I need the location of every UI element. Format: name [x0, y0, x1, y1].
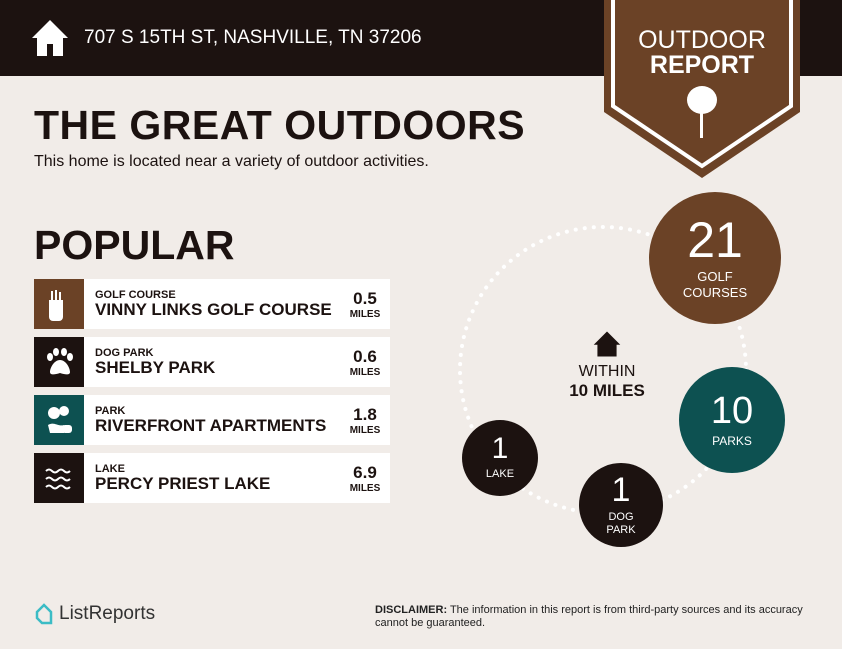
- count-circle: 21 GOLF COURSES: [649, 192, 781, 324]
- item-distance: 0.5: [353, 289, 377, 308]
- paw-icon: [34, 337, 84, 387]
- item-category: LAKE: [95, 463, 125, 475]
- popular-item: PARK RIVERFRONT APARTMENTS 1.8 MILES: [34, 395, 390, 445]
- count-value: 10: [710, 389, 754, 432]
- item-name: RIVERFRONT APARTMENTS: [95, 416, 327, 435]
- badge-title: OUTDOOR: [638, 26, 766, 54]
- logo-icon: [35, 603, 53, 625]
- count-value: 21: [687, 212, 743, 269]
- popular-item: DOG PARK SHELBY PARK 0.6 MILES: [34, 337, 390, 387]
- within-line1: WITHIN: [578, 363, 636, 380]
- page-subtitle: This home is located near a variety of o…: [34, 153, 429, 170]
- item-distance: 6.9: [353, 463, 377, 482]
- count-value: 1: [491, 432, 509, 466]
- count-circle: 1 LAKE: [462, 420, 538, 496]
- count-label: LAKE: [485, 468, 515, 481]
- listreports-logo: ListReports: [34, 603, 155, 625]
- item-category: PARK: [95, 405, 126, 417]
- waves-icon: [34, 453, 84, 503]
- address: 707 S 15TH ST, NASHVILLE, TN 37206: [84, 27, 422, 48]
- item-unit: MILES: [349, 483, 381, 494]
- house-icon: [32, 20, 68, 56]
- park-icon: [34, 395, 84, 445]
- popular-item: LAKE PERCY PRIEST LAKE 6.9 MILES: [34, 453, 390, 503]
- item-unit: MILES: [349, 309, 381, 320]
- count-circle: 1 DOG PARK: [579, 463, 663, 547]
- badge-subtitle: REPORT: [649, 51, 755, 79]
- disclaimer: DISCLAIMER: The information in this repo…: [375, 604, 803, 629]
- tree-icon: [687, 86, 717, 138]
- house-icon: [593, 331, 621, 357]
- item-category: GOLF COURSE: [95, 289, 176, 301]
- page-title: THE GREAT OUTDOORS: [34, 102, 526, 148]
- golf-bag-icon: [34, 279, 84, 329]
- item-name: PERCY PRIEST LAKE: [95, 474, 271, 493]
- within-label: WITHIN 10 MILES: [540, 330, 674, 401]
- outdoor-report-badge: [604, 0, 800, 178]
- count-label: GOLF COURSES: [682, 269, 748, 300]
- item-distance: 1.8: [353, 405, 377, 424]
- count-circle: 10 PARKS: [679, 367, 785, 473]
- item-name: SHELBY PARK: [95, 358, 216, 377]
- within-line2: 10 MILES: [569, 381, 645, 400]
- item-name: VINNY LINKS GOLF COURSE: [95, 300, 332, 319]
- item-distance: 0.6: [353, 347, 377, 366]
- item-unit: MILES: [349, 367, 381, 378]
- item-unit: MILES: [349, 425, 381, 436]
- count-label: PARKS: [712, 433, 752, 448]
- count-value: 1: [611, 470, 631, 509]
- item-category: DOG PARK: [95, 347, 154, 359]
- popular-item: GOLF COURSE VINNY LINKS GOLF COURSE 0.5 MI…: [34, 279, 390, 329]
- count-label: DOG PARK: [606, 510, 636, 536]
- popular-heading: POPULAR: [34, 222, 235, 268]
